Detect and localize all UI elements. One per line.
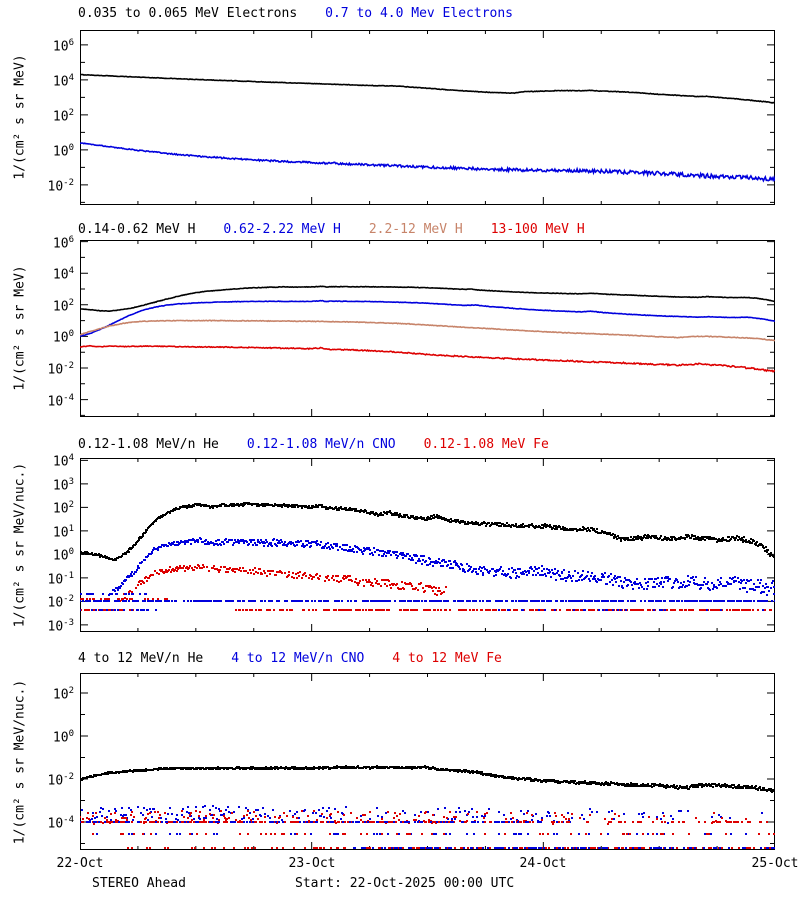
y-tick-label: 10-1 bbox=[47, 570, 75, 588]
start-time-label: Start: 22-Oct-2025 00:00 UTC bbox=[295, 876, 515, 891]
y-tick-label: 100 bbox=[52, 142, 74, 160]
legend-entry: 0.035 to 0.065 MeV Electrons bbox=[78, 6, 298, 21]
legend-entry: 4 to 12 MeV/n CNO bbox=[231, 651, 365, 666]
panel1-legend: 0.035 to 0.065 MeV Electrons 0.7 to 4.0 M… bbox=[78, 6, 541, 22]
legend-entry: 0.12-1.08 MeV/n CNO bbox=[246, 437, 396, 452]
y-tick-label: 102 bbox=[52, 107, 74, 125]
y-tick-label: 10-4 bbox=[47, 392, 75, 409]
panel2-proton-flux-plot bbox=[80, 240, 775, 417]
y-tick-label: 106 bbox=[52, 234, 74, 251]
x-tick-label: 22-Oct bbox=[56, 856, 104, 871]
y-tick-label: 104 bbox=[52, 266, 74, 283]
legend-entry: 13-100 MeV H bbox=[490, 222, 585, 237]
y-tick-label: 102 bbox=[52, 297, 74, 315]
y-tick-label: 104 bbox=[52, 453, 74, 470]
x-tick-label: 24-Oct bbox=[519, 856, 567, 871]
legend-entry: 4 to 12 MeV/n He bbox=[78, 651, 204, 666]
spacecraft-label: STEREO Ahead bbox=[92, 876, 186, 891]
panel2-legend: 0.14-0.62 MeV H 0.62-2.22 MeV H 2.2-12 MeV… bbox=[78, 222, 613, 238]
panel3-low-energy-ion-flux-plot bbox=[80, 458, 775, 632]
y-tick-label: 10-2 bbox=[47, 594, 75, 611]
legend-entry: 4 to 12 MeV Fe bbox=[392, 651, 502, 666]
y-tick-label: 10-2 bbox=[47, 177, 75, 195]
panel3-legend: 0.12-1.08 MeV/n He 0.12-1.08 MeV/n CNO 0.1… bbox=[78, 437, 577, 453]
y-tick-label: 101 bbox=[52, 523, 74, 541]
x-tick-label: 25-Oct bbox=[751, 856, 799, 871]
y-tick-label: 100 bbox=[52, 329, 74, 346]
legend-entry: 0.62-2.22 MeV H bbox=[223, 222, 341, 237]
y-tick-label: 100 bbox=[52, 547, 74, 564]
legend-entry: 0.7 to 4.0 Mev Electrons bbox=[325, 6, 513, 21]
y-tick-label: 10-2 bbox=[47, 772, 75, 789]
legend-entry: 0.12-1.08 MeV Fe bbox=[423, 437, 549, 452]
y-tick-label: 10-4 bbox=[47, 815, 75, 832]
legend-entry: 0.14-0.62 MeV H bbox=[78, 222, 196, 237]
legend-entry: 0.12-1.08 MeV/n He bbox=[78, 437, 219, 452]
panel4-high-energy-ion-flux-plot bbox=[80, 673, 775, 850]
panel1-electron-flux-plot bbox=[80, 30, 775, 205]
y-tick-label: 103 bbox=[52, 476, 74, 494]
legend-entry: 2.2-12 MeV H bbox=[368, 222, 463, 237]
y-tick-label: 10-2 bbox=[47, 361, 75, 378]
y-tick-label: 104 bbox=[52, 72, 74, 90]
y-tick-label: 10-3 bbox=[47, 617, 75, 635]
y-tick-label: 102 bbox=[52, 500, 74, 517]
y-tick-label: 100 bbox=[52, 729, 74, 746]
x-tick-label: 23-Oct bbox=[288, 856, 336, 871]
panel4-legend: 4 to 12 MeV/n He 4 to 12 MeV/n CNO 4 to 12… bbox=[78, 651, 530, 667]
y-tick-label: 102 bbox=[52, 686, 74, 703]
y-tick-label: 106 bbox=[52, 37, 74, 55]
